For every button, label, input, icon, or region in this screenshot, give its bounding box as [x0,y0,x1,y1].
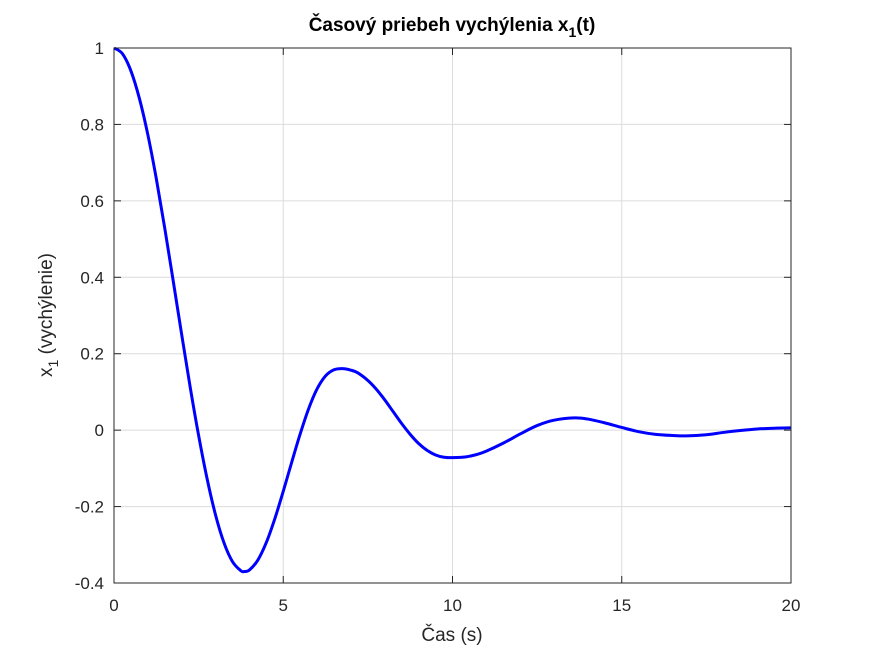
y-tick-label: -0.2 [75,498,104,517]
x-tick-label: 15 [612,596,631,615]
series-layer [113,46,792,574]
x-tick-label: 20 [782,596,801,615]
chart-title: Časový priebeh vychýlenia x1(t) [309,14,596,40]
x-tick-label: 0 [109,596,118,615]
x-tick-label: 5 [279,596,288,615]
y-tick-label: -0.4 [75,574,104,593]
y-tick-label: 0.4 [80,268,104,287]
y-tick-label: 0.6 [80,192,104,211]
y-tick-label: 0.8 [80,115,104,134]
x-tick-label: 10 [443,596,462,615]
y-axis-label: x1 (vychýlenie) [36,253,61,377]
series-line [113,46,792,574]
grid-lines [114,48,791,583]
y-tick-label: 0.2 [80,345,104,364]
y-tick-label: 1 [95,39,104,58]
x-axis-label: Čas (s) [421,624,482,646]
axis-ticks: 0 5 10 15 20 -0.4 -0.2 0 0.2 0.4 0.6 0.8 1 [75,39,801,615]
y-tick-label: 0 [95,421,104,440]
